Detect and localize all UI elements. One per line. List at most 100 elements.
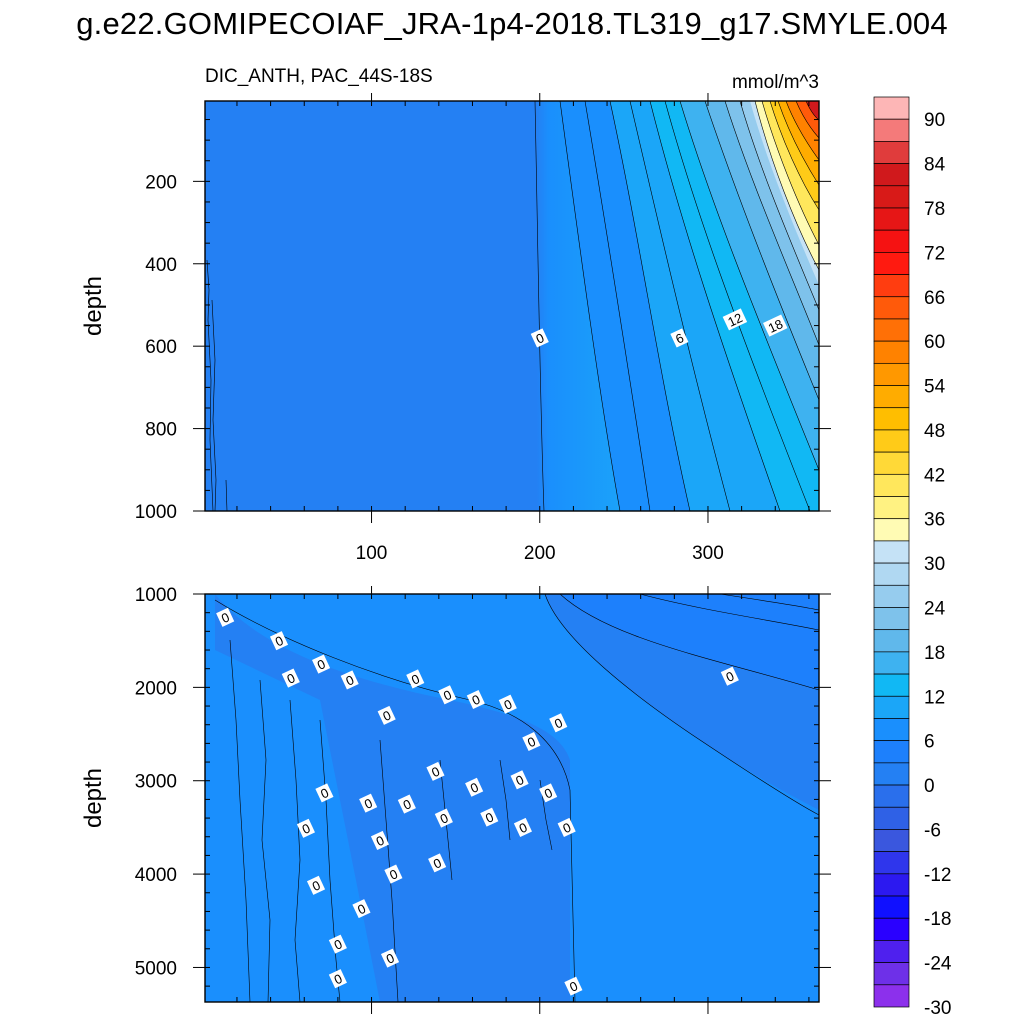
colorbar-box [873, 962, 910, 986]
colorbar-box [873, 141, 910, 164]
y-tick-label: 2000 [135, 678, 177, 699]
contour-label: 0 [384, 864, 403, 884]
contour-label-box [480, 807, 499, 827]
contour-label-box [352, 899, 371, 919]
lower-y-axis-label: depth [80, 768, 107, 828]
contour-label-box [549, 713, 568, 733]
colorbar-box [873, 252, 910, 275]
colorbar-box [873, 673, 910, 697]
colorbar-box [873, 496, 910, 520]
colorbar-box [873, 385, 910, 409]
contour-label: 0 [269, 631, 289, 651]
contour-label: 0 [510, 770, 529, 790]
contour-label: 0 [530, 328, 549, 348]
contour-label-box [377, 705, 396, 725]
contour-label: 0 [465, 777, 484, 797]
colorbar-box [873, 806, 910, 830]
contour-label: 0 [377, 705, 396, 725]
contour-label-box [281, 668, 300, 688]
contour-label: 0 [480, 807, 499, 827]
contour-label: 0 [539, 783, 558, 803]
contour-label-box [466, 689, 485, 710]
contour-label-box [380, 948, 400, 968]
colorbar-box [873, 762, 910, 786]
contour-label-box [306, 875, 326, 895]
colorbar-box [873, 584, 910, 608]
x-tick-label: 200 [524, 543, 556, 564]
contour-label: 0 [328, 969, 347, 989]
y-tick-label: 800 [145, 420, 177, 441]
contour-label: 18 [763, 314, 788, 337]
contour-label-box [384, 864, 403, 884]
colorbar-label: 12 [924, 687, 945, 708]
contour-label-box [722, 308, 748, 331]
contour-label: 12 [722, 308, 748, 331]
contour-label: 0 [281, 668, 300, 688]
colorbar-label: 0 [924, 776, 935, 797]
lower-contour-fill [205, 594, 819, 1002]
y-tick-label: 3000 [135, 772, 177, 793]
contour-label: 0 [522, 731, 541, 752]
contour-label-box [539, 783, 558, 803]
contour-label-box [397, 794, 416, 814]
colorbar-label: 78 [924, 199, 945, 220]
upper-axes: 100 200 300 200 400 600 800 1000 [135, 93, 831, 564]
colorbar-box [873, 296, 910, 320]
contour-label: 0 [397, 794, 416, 814]
y-tick-label: 200 [145, 172, 177, 193]
colorbar-box [873, 207, 910, 231]
contour-label-box [340, 670, 359, 690]
colorbar-box [873, 362, 910, 386]
colorbar-label: 6 [924, 732, 935, 753]
contour-label-box [513, 817, 532, 837]
colorbar-label: 36 [924, 510, 945, 531]
colorbar-box [873, 407, 910, 431]
contour-label: 0 [296, 818, 315, 838]
contour-label-box [510, 770, 529, 790]
contour-label-box [522, 731, 541, 752]
y-tick-label: 600 [145, 337, 177, 358]
colorbar-label: 84 [924, 155, 946, 176]
colorbar-box [873, 562, 910, 586]
contour-label: 0 [315, 783, 334, 803]
colorbar-box [873, 695, 910, 719]
contour-label-box [720, 666, 739, 686]
colorbar-label: 90 [924, 110, 945, 131]
colorbar-box [873, 895, 910, 919]
colorbar-box [873, 829, 910, 852]
contour-label: 0 [549, 713, 568, 733]
contour-label-box [438, 685, 457, 705]
colorbar-label: 42 [924, 465, 945, 486]
colorbar-boxes [873, 96, 910, 1008]
contour-label-box [216, 607, 235, 627]
upper-panel: 100 200 300 200 400 600 800 1000 0 6 12 18 DIC_ANT… [80, 66, 831, 564]
colorbar-box [873, 429, 910, 453]
contour-label: 0 [306, 875, 326, 895]
colorbar-box [873, 740, 910, 764]
contour-label: 0 [513, 817, 532, 837]
upper-contour-fill [205, 101, 819, 511]
contour-label-box [312, 654, 331, 674]
contour-label: 0 [434, 808, 453, 828]
colorbar-box [873, 873, 910, 897]
colorbar-box [873, 340, 910, 364]
colorbar-box [873, 784, 910, 808]
colorbar-label: 72 [924, 243, 945, 264]
contour-label-box [670, 328, 689, 348]
colorbar-box [873, 451, 910, 475]
main-title: g.e22.GOMIPECOIAF_JRA-1p4-2018.TL319_g17… [76, 6, 948, 41]
colorbar-label: 48 [924, 421, 945, 442]
contour-label: 0 [557, 817, 576, 837]
contour-label-box [406, 669, 425, 689]
contour-label: 0 [498, 694, 517, 714]
contour-label-box [557, 817, 576, 837]
y-tick-label: 1000 [135, 502, 177, 523]
colorbar-box [873, 118, 910, 142]
contour-label-text: 18 [766, 316, 785, 336]
contour-label: 0 [406, 669, 425, 689]
x-tick-label: 100 [356, 543, 388, 564]
colorbar-box [873, 540, 910, 564]
contour-label: 0 [564, 976, 583, 996]
colorbar-label: 24 [924, 598, 946, 619]
contour-label: 0 [340, 670, 359, 690]
